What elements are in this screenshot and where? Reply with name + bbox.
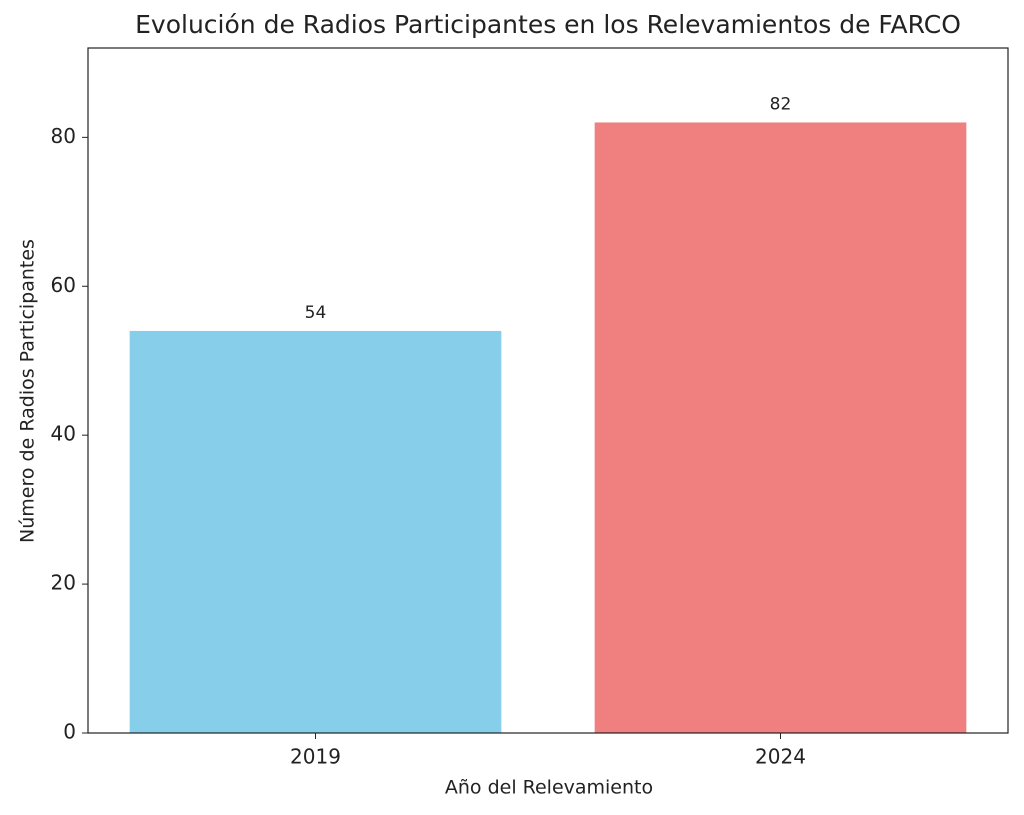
y-tick-label: 40 <box>51 422 76 446</box>
y-axis-label: Número de Radios Participantes <box>17 239 39 543</box>
y-tick-label: 80 <box>51 124 76 148</box>
value-label: 82 <box>770 94 792 114</box>
chart-title: Evolución de Radios Participantes en los… <box>135 10 961 39</box>
bar <box>129 330 502 733</box>
plot-frame <box>87 47 1009 734</box>
bar <box>594 122 967 733</box>
x-tick-label: 2019 <box>290 745 341 769</box>
x-tick-label: 2024 <box>755 745 806 769</box>
y-tick-label: 0 <box>63 720 76 744</box>
value-label: 54 <box>305 303 327 323</box>
y-tick-label: 20 <box>51 571 76 595</box>
y-tick-label: 60 <box>51 273 76 297</box>
x-axis-label: Año del Relevamiento <box>445 777 653 799</box>
